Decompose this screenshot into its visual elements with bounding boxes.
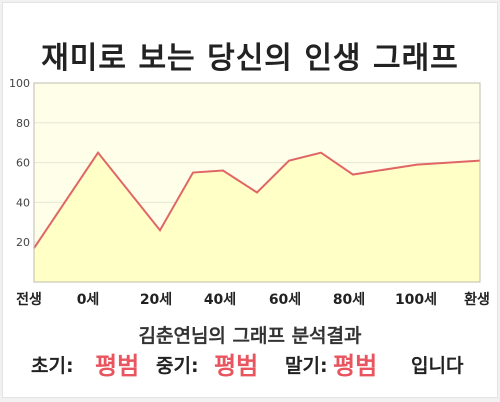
y-tick-label: 80 bbox=[16, 117, 30, 130]
middle-label: 중기: bbox=[156, 355, 199, 377]
y-tick-label: 100 bbox=[9, 77, 30, 90]
y-tick-label: 20 bbox=[16, 236, 30, 249]
analysis-summary: 김춘연님의 그래프 분석결과 bbox=[138, 325, 362, 347]
late-value: 평범 bbox=[333, 352, 378, 380]
early-label: 초기: bbox=[31, 355, 74, 377]
y-tick-label: 40 bbox=[16, 196, 30, 209]
series-area bbox=[34, 152, 480, 282]
x-tick-label: 40세 bbox=[204, 292, 236, 308]
plot-border bbox=[33, 82, 481, 283]
x-axis: 전생 0세 20세 40세 60세 80세 100세 환생 bbox=[16, 291, 490, 308]
life-graph-page: 재미로 보는 당신의 인생 그래프 20 40 60 80 100 전생 0세 20세 40세… bbox=[2, 2, 498, 398]
early-value: 평범 bbox=[95, 352, 140, 380]
series-line bbox=[33, 150, 481, 249]
page-title: 재미로 보는 당신의 인생 그래프 bbox=[41, 41, 459, 76]
x-tick-label: 환생 bbox=[464, 291, 490, 308]
y-tick-label: 60 bbox=[16, 157, 30, 170]
x-tick-label: 20세 bbox=[140, 292, 172, 308]
y-axis: 20 40 60 80 100 bbox=[9, 77, 30, 249]
life-chart: 20 40 60 80 100 전생 0세 20세 40세 60세 80세 100세 환생 bbox=[9, 77, 490, 308]
result-ending: 입니다 bbox=[411, 355, 464, 377]
x-tick-label: 60세 bbox=[269, 292, 301, 308]
x-tick-label: 100세 bbox=[395, 292, 437, 308]
x-tick-label: 80세 bbox=[333, 292, 365, 308]
x-tick-label: 0세 bbox=[77, 292, 100, 308]
middle-value: 평범 bbox=[214, 352, 259, 380]
analysis-results: 초기: 평범 중기: 평범 말기: 평범 입니다 bbox=[3, 348, 499, 384]
x-tick-label: 전생 bbox=[16, 291, 42, 308]
late-label: 말기: bbox=[285, 355, 328, 377]
